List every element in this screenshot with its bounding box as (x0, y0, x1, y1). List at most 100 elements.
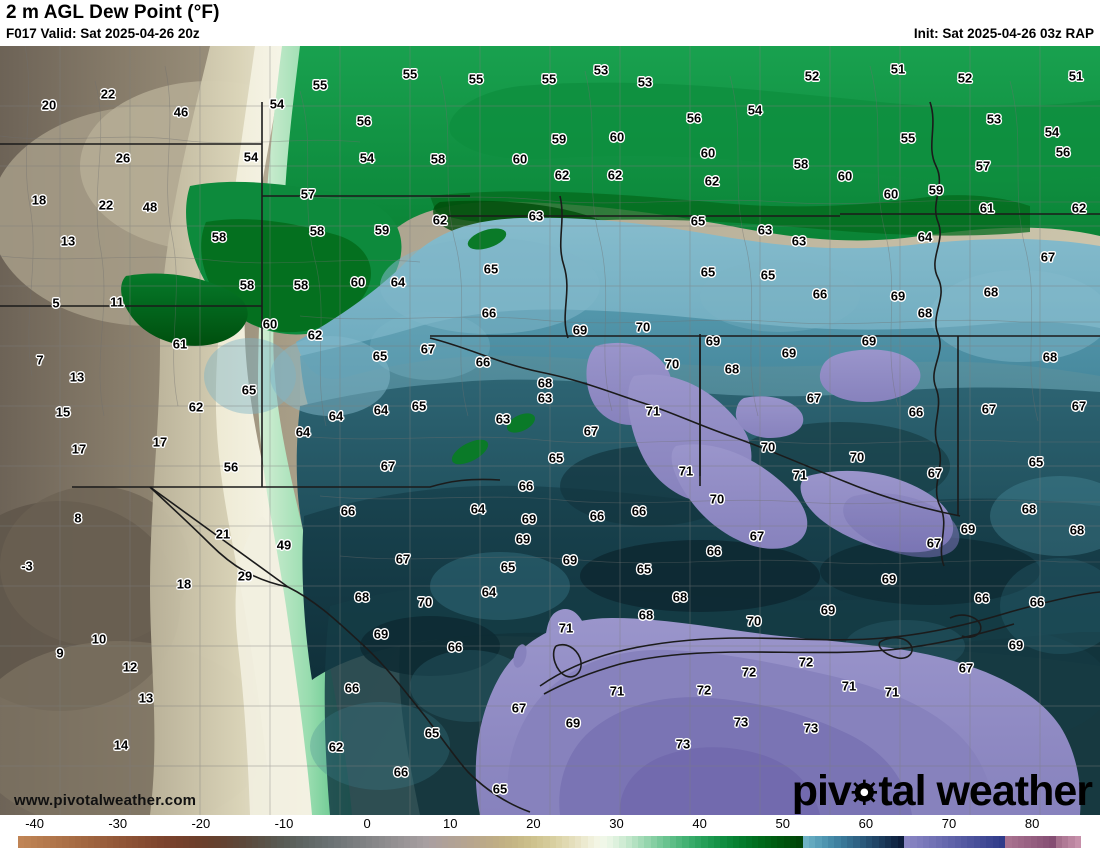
colorbar-swatch (688, 836, 696, 848)
colorbar-swatch (878, 836, 885, 848)
colorbar-swatch (587, 836, 594, 848)
colorbar-swatch (359, 836, 367, 848)
colorbar-tick: 20 (526, 816, 541, 831)
colorbar-swatch (112, 836, 120, 848)
colorbar-swatch (555, 836, 563, 848)
colorbar-swatch (884, 836, 892, 848)
colorbar-swatch (846, 836, 854, 848)
colorbar-swatch (834, 836, 841, 848)
colorbar-swatches[interactable] (18, 836, 1082, 848)
valid-time-label: F017 Valid: Sat 2025-04-26 20z (6, 26, 200, 41)
colorbar-swatch (100, 836, 107, 848)
colorbar-swatch (676, 836, 683, 848)
colorbar-swatch (315, 836, 322, 848)
colorbar-swatch (650, 836, 658, 848)
colorbar-swatch (460, 836, 468, 848)
colorbar-swatch (954, 836, 961, 848)
colorbar-swatch (492, 836, 499, 848)
colorbar-swatch (916, 836, 923, 848)
colorbar-swatch (188, 836, 196, 848)
colorbar-swatch (277, 836, 284, 848)
colorbar-swatch (562, 836, 569, 848)
colorbar-swatch (524, 836, 531, 848)
colorbar-swatch (739, 836, 746, 848)
colorbar-swatch (701, 836, 708, 848)
colorbar-tick: 0 (363, 816, 371, 831)
colorbar-swatch (973, 836, 980, 848)
colorbar-swatch (777, 836, 784, 848)
colorbar-swatch (138, 836, 145, 848)
colorbar-swatch (979, 836, 987, 848)
colorbar-swatch (195, 836, 202, 848)
colorbar-swatch (271, 836, 278, 848)
colorbar-swatch (1036, 836, 1044, 848)
colorbar-swatch (903, 836, 911, 848)
colorbar-swatch (207, 836, 215, 848)
colorbar-swatch (612, 836, 620, 848)
colorbar-swatch (625, 836, 632, 848)
colorbar-swatch (1017, 836, 1025, 848)
colorbar[interactable]: -40 -30 -20 -10 0 10 20 30 40 50 60 70 80 (0, 815, 1100, 850)
colorbar-swatch (998, 836, 1006, 848)
map-canvas (0, 46, 1100, 815)
colorbar-swatch (657, 836, 664, 848)
colorbar-swatch (897, 836, 904, 848)
colorbar-swatch (910, 836, 917, 848)
colorbar-swatch (1055, 836, 1063, 848)
colorbar-swatch (581, 836, 588, 848)
colorbar-swatch (245, 836, 253, 848)
colorbar-swatch (252, 836, 259, 848)
colorbar-swatch (473, 836, 480, 848)
colorbar-swatch (391, 836, 398, 848)
colorbar-swatch (1068, 836, 1075, 848)
colorbar-swatch (682, 836, 689, 848)
colorbar-swatch (815, 836, 822, 848)
colorbar-swatch (176, 836, 183, 848)
brand-text-right: tal weather (878, 767, 1093, 815)
colorbar-swatch (853, 836, 860, 848)
colorbar-swatch (802, 836, 810, 848)
colorbar-swatch (429, 836, 436, 848)
colorbar-tick: 40 (692, 816, 707, 831)
state-boundaries (0, 101, 1100, 813)
colorbar-swatch (1062, 836, 1069, 848)
colorbar-tick: 50 (775, 816, 790, 831)
colorbar-swatch (922, 836, 930, 848)
colorbar-swatch (568, 836, 575, 848)
colorbar-swatch (1005, 836, 1012, 848)
colorbar-swatch (707, 836, 715, 848)
colorbar-swatch (733, 836, 740, 848)
colorbar-swatch (226, 836, 234, 848)
colorbar-swatch (258, 836, 265, 848)
colorbar-swatch (410, 836, 417, 848)
colorbar-swatch (543, 836, 550, 848)
colorbar-swatch (55, 836, 63, 848)
colorbar-swatch (296, 836, 303, 848)
colorbar-swatch (600, 836, 607, 848)
colorbar-swatch (239, 836, 246, 848)
colorbar-swatch (771, 836, 778, 848)
colorbar-swatch (340, 836, 348, 848)
colorbar-swatch (935, 836, 942, 848)
colorbar-swatch (87, 836, 94, 848)
dew-point-map[interactable]: 20 22 46 54 55 55 55 55 53 53 52 51 52 51 26 54 54 56 59 60… (0, 46, 1100, 815)
colorbar-swatch (714, 836, 721, 848)
colorbar-swatch (290, 836, 297, 848)
colorbar-swatch (385, 836, 392, 848)
colorbar-swatch (606, 836, 613, 848)
colorbar-swatch (574, 836, 582, 848)
colorbar-swatch (454, 836, 461, 848)
colorbar-swatch (43, 836, 50, 848)
colorbar-swatch (505, 836, 512, 848)
brand-watermark: piv tal weather (792, 767, 1093, 815)
colorbar-swatch (619, 836, 626, 848)
colorbar-swatch (511, 836, 518, 848)
colorbar-swatch (828, 836, 835, 848)
colorbar-swatch (30, 836, 37, 848)
colorbar-tick: -10 (274, 816, 294, 831)
colorbar-swatch (334, 836, 341, 848)
colorbar-swatch (36, 836, 44, 848)
colorbar-swatch (1030, 836, 1037, 848)
colorbar-swatch (150, 836, 158, 848)
colorbar-swatch (157, 836, 164, 848)
